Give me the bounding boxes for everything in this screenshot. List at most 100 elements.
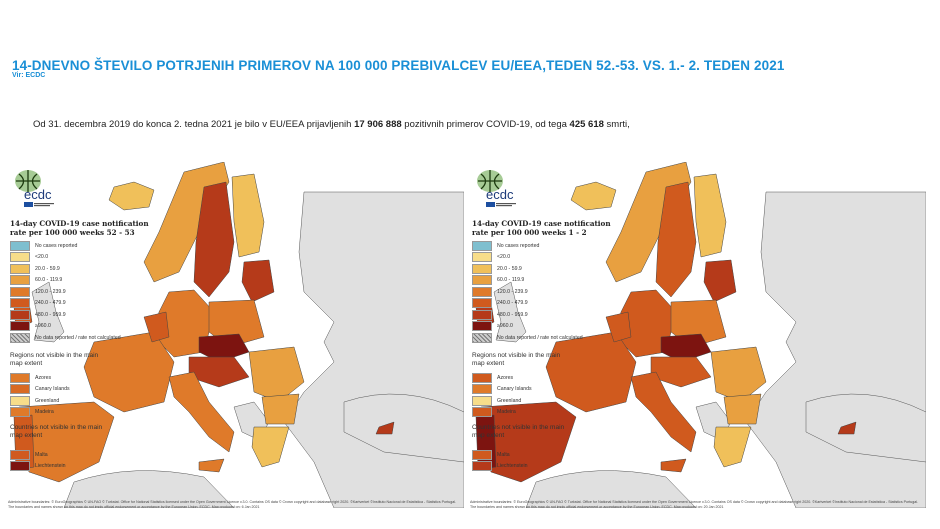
legend-label: Liechtenstein (35, 463, 66, 470)
legend-swatch (10, 461, 30, 472)
map-attribution: Administrative boundaries: © EuroGeograp… (8, 500, 457, 508)
legend-swatch (10, 309, 30, 320)
legend-label: Azores (497, 374, 514, 381)
svg-text:ecdc: ecdc (486, 187, 514, 202)
legend-swatch (10, 407, 30, 418)
legend-label: Malta (497, 451, 510, 458)
legend-item: 480.0 - 959.9 (10, 309, 121, 321)
map-attribution: Administrative boundaries: © EuroGeograp… (470, 500, 919, 508)
legend-title: 14-day COVID-19 case notification rate p… (10, 219, 149, 237)
legend-label: 480.0 - 959.9 (497, 311, 528, 318)
legend-item: ≥960.0 (472, 321, 583, 333)
legend-item: ≥960.0 (10, 321, 121, 333)
ecdc-logo: ecdc (15, 170, 54, 207)
legend-swatch (10, 384, 30, 395)
legend-swatch (472, 298, 492, 309)
legend-swatch (10, 298, 30, 309)
country-it (660, 458, 687, 473)
legend-label: ≥960.0 (497, 323, 513, 330)
legend-item: No data reported / rate not calculated (10, 332, 121, 344)
legend-label: 240.0 - 479.9 (35, 300, 66, 307)
legend-swatch (10, 275, 30, 286)
legend-item: 60.0 - 119.9 (472, 275, 583, 287)
country-bnl (605, 311, 632, 343)
legend-swatch (472, 395, 492, 406)
legend-label: Malta (35, 451, 48, 458)
legend-label: Canary Islands (497, 386, 532, 393)
legend-swatch (472, 240, 492, 251)
legend-label: 120.0 - 239.9 (497, 288, 528, 295)
country-balt (703, 259, 737, 303)
countries-legend: Malta Liechtenstein (472, 449, 528, 472)
country-it (168, 371, 235, 453)
summary-part: pozitivnih primerov COVID-19, od tega (401, 119, 570, 130)
legend-item: 120.0 - 239.9 (472, 286, 583, 298)
legend-swatch (10, 395, 30, 406)
legend-swatch (472, 332, 492, 343)
legend: No cases reported <20.0 20.0 - 59.9 60.0 - … (472, 240, 583, 344)
legend-swatch (472, 263, 492, 274)
legend-item: 480.0 - 959.9 (472, 309, 583, 321)
legend-item: Liechtenstein (10, 461, 66, 473)
legend-item: Canary Islands (472, 384, 532, 396)
legend-item: 60.0 - 119.9 (10, 275, 121, 287)
legend-label: Canary Islands (35, 386, 70, 393)
legend-item: 20.0 - 59.9 (10, 263, 121, 275)
legend-label: Madeira (497, 409, 516, 416)
legend-swatch (472, 275, 492, 286)
country-fr (545, 331, 637, 413)
legend-label: 60.0 - 119.9 (497, 277, 525, 284)
legend-item: Greenland (10, 395, 70, 407)
country-ice (108, 181, 155, 211)
regions-heading: Regions not visible in the main map exte… (10, 352, 99, 367)
legend-item: <20.0 (472, 252, 583, 264)
legend-swatch (472, 461, 492, 472)
country-bg (261, 393, 300, 425)
legend-title: 14-day COVID-19 case notification rate p… (472, 219, 611, 237)
legend-label: ≥960.0 (35, 323, 51, 330)
legend-item: Malta (472, 449, 528, 461)
legend-label: No cases reported (35, 242, 78, 249)
legend-item: 240.0 - 479.9 (10, 298, 121, 310)
legend-item: 240.0 - 479.9 (472, 298, 583, 310)
legend-swatch (10, 286, 30, 297)
source-label: Vir: ECDC (12, 72, 46, 79)
countries-legend: Malta Liechtenstein (10, 449, 66, 472)
legend-label: Liechtenstein (497, 463, 528, 470)
legend-swatch (472, 384, 492, 395)
legend-swatch (472, 252, 492, 263)
country-cy (837, 421, 857, 435)
country-gr (251, 426, 290, 468)
legend-label: <20.0 (497, 254, 511, 261)
legend-item: No cases reported (10, 240, 121, 252)
svg-text:ecdc: ecdc (24, 187, 52, 202)
legend-label: Madeira (35, 409, 54, 416)
legend-swatch (10, 332, 30, 343)
legend-label: No data reported / rate not calculated (35, 334, 121, 341)
legend-swatch (472, 286, 492, 297)
regions-heading: Regions not visible in the main map exte… (472, 352, 561, 367)
country-ro (248, 346, 305, 403)
legend-item: Madeira (10, 407, 70, 419)
summary-part: smrti, (603, 119, 630, 130)
legend-swatch (10, 263, 30, 274)
legend-item: No data reported / rate not calculated (472, 332, 583, 344)
summary-part: Od 31. decembra 2019 do konca 2. tedna 2… (33, 119, 355, 130)
legend-item: 120.0 - 239.9 (10, 286, 121, 298)
legend-swatch (472, 407, 492, 418)
legend: No cases reported <20.0 20.0 - 59.9 60.0 - … (10, 240, 121, 344)
country-it (630, 371, 697, 453)
legend-item: <20.0 (10, 252, 121, 264)
legend-label: 120.0 - 239.9 (35, 288, 66, 295)
legend-item: Malta (10, 449, 66, 461)
europe-choropleth-map (13, 162, 464, 508)
legend-item: Azores (10, 372, 70, 384)
legend-item: Liechtenstein (472, 461, 528, 473)
legend-label: <20.0 (35, 254, 49, 261)
legend-label: 20.0 - 59.9 (35, 265, 60, 272)
regions-legend: Azores Canary Islands Greenland Madeira (10, 372, 70, 418)
country-ro (710, 346, 767, 403)
map-panel-weeks-1-2: ecdc 14-day COVID-19 case notification r… (466, 162, 926, 508)
country-swe (193, 181, 235, 298)
legend-swatch (10, 240, 30, 251)
